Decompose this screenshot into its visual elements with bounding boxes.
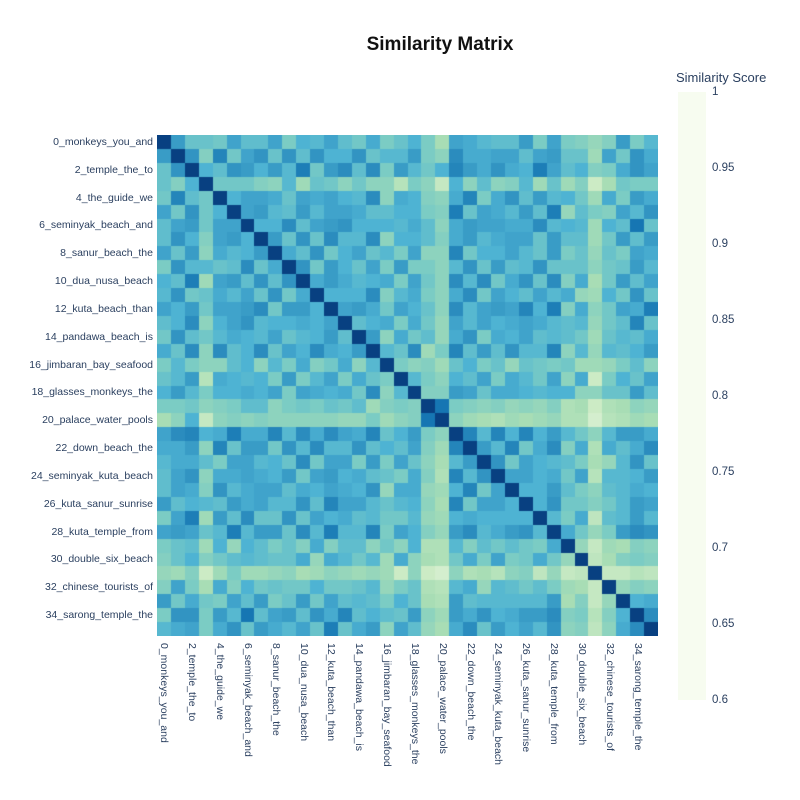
- x-tick-label: 28_kuta_temple_from: [548, 643, 561, 745]
- y-tick-label: 32_chinese_tourists_of: [45, 581, 153, 594]
- x-tick-label: 8_sanur_beach_the: [269, 643, 282, 736]
- y-tick-label: 28_kuta_temple_from: [51, 525, 153, 538]
- colorbar-gradient: [678, 92, 706, 700]
- x-tick-label: 20_palace_water_pools: [436, 643, 449, 754]
- colorbar-tick-label: 0.75: [712, 466, 735, 478]
- x-tick-label: 12_kuta_beach_than: [325, 643, 338, 742]
- x-tick-label: 0_monkeys_you_and: [158, 643, 171, 743]
- x-tick-label: 6_seminyak_beach_and: [241, 643, 254, 757]
- y-tick-label: 8_sanur_beach_the: [60, 247, 153, 260]
- x-tick-label: 30_double_six_beach: [575, 643, 588, 746]
- colorbar-tick-label: 1: [712, 86, 719, 98]
- y-tick-label: 10_dua_nusa_beach: [54, 275, 153, 288]
- x-tick-label: 32_chinese_tourists_of: [603, 643, 616, 751]
- y-tick-label: 30_double_six_beach: [50, 553, 153, 566]
- x-tick-label: 2_temple_the_to: [186, 643, 199, 722]
- x-tick-label: 10_dua_nusa_beach: [297, 643, 310, 742]
- y-tick-label: 20_palace_water_pools: [42, 414, 153, 427]
- x-tick-label: 22_down_beach_the: [464, 643, 477, 741]
- y-tick-label: 0_monkeys_you_and: [53, 135, 153, 148]
- y-tick-label: 6_seminyak_beach_and: [39, 219, 153, 232]
- y-tick-label: 16_jimbaran_bay_seafood: [29, 358, 153, 371]
- x-tick-label: 24_seminyak_kuta_beach: [492, 643, 505, 766]
- x-tick-label: 16_jimbaran_bay_seafood: [381, 643, 394, 767]
- y-tick-label: 4_the_guide_we: [75, 191, 153, 204]
- colorbar-tick-label: 0.9: [712, 238, 728, 250]
- y-tick-label: 34_sarong_temple_the: [45, 609, 153, 622]
- y-tick-label: 2_temple_the_to: [74, 163, 153, 176]
- x-tick-label: 26_kuta_sanur_sunrise: [520, 643, 533, 753]
- y-tick-label: 24_seminyak_kuta_beach: [30, 469, 153, 482]
- heatmap-canvas[interactable]: [157, 135, 658, 636]
- colorbar-tick-label: 0.65: [712, 618, 735, 630]
- y-tick-label: 12_kuta_beach_than: [54, 302, 153, 315]
- y-tick-label: 22_down_beach_the: [55, 442, 153, 455]
- colorbar-tick-label: 0.85: [712, 314, 735, 326]
- colorbar-tick-label: 0.6: [712, 694, 728, 706]
- y-tick-label: 18_glasses_monkeys_the: [31, 386, 153, 399]
- x-tick-label: 4_the_guide_we: [214, 643, 227, 721]
- colorbar-tick-label: 0.8: [712, 390, 728, 402]
- x-tick-label: 14_pandawa_beach_is: [353, 643, 366, 752]
- y-tick-label: 26_kuta_sanur_sunrise: [43, 497, 153, 510]
- colorbar-tick-label: 0.7: [712, 542, 728, 554]
- colorbar-tick-label: 0.95: [712, 162, 735, 174]
- x-tick-label: 34_sarong_temple_the: [631, 643, 644, 751]
- page-title: Similarity Matrix: [366, 34, 514, 55]
- x-tick-label: 18_glasses_monkeys_the: [408, 643, 421, 765]
- colorbar-title: Similarity Score: [676, 70, 767, 85]
- y-tick-label: 14_pandawa_beach_is: [44, 330, 153, 343]
